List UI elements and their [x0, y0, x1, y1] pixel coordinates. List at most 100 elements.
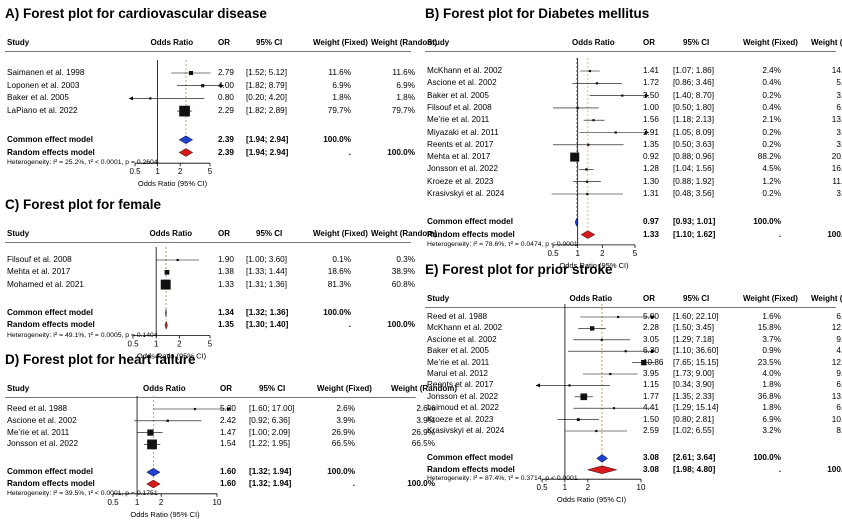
- ci-arrow: [220, 83, 224, 88]
- study-weight-random: 3.9%: [416, 415, 435, 425]
- study-ci: [1.52; 5.12]: [246, 68, 287, 77]
- effect-square: [589, 326, 595, 331]
- effect-square: [587, 143, 590, 146]
- effect-square: [149, 97, 152, 100]
- study-ci: [1.60; 22.10]: [673, 312, 719, 321]
- study-name: Jonsson et al. 2022: [427, 164, 499, 174]
- study-name: Me’rie et al. 2011: [427, 115, 490, 125]
- header-weight-fixed: Weight (Fixed): [743, 294, 798, 303]
- random-effect-or: 3.08: [643, 464, 659, 474]
- header-or: OR: [643, 38, 655, 47]
- study-weight-fixed: 79.7%: [327, 106, 351, 116]
- study-ci: [0.88; 0.96]: [673, 152, 714, 162]
- effect-square: [576, 418, 580, 422]
- study-weight-fixed: 1.8%: [332, 93, 351, 103]
- random-effect-or: 1.35: [218, 320, 234, 330]
- heterogeneity-text: Heterogeneity: I² = 87.4%, τ² = 0.3714, …: [427, 475, 578, 483]
- study-name: Baker et al. 2005: [7, 93, 69, 103]
- panel-title: C) Forest plot for female: [5, 197, 162, 212]
- x-tick-label: 1: [575, 249, 580, 258]
- random-effect-ci: [1.32; 1.94]: [249, 479, 292, 488]
- effect-square: [147, 429, 154, 436]
- study-or: 3.50: [643, 90, 659, 100]
- study-weight-fixed: 88.2%: [757, 152, 781, 162]
- header-weight-fixed: Weight (Fixed): [313, 229, 368, 238]
- study-name: Krasivskyi et al. 2024: [427, 426, 505, 435]
- effect-square: [580, 393, 588, 401]
- x-tick-label: 2: [159, 498, 164, 507]
- random-effect-weight-fixed: .: [348, 320, 351, 330]
- x-axis-label: Odds Ratio (95% CI): [138, 179, 208, 188]
- study-or: 1.77: [643, 391, 659, 401]
- study-weight-fixed: 0.9%: [762, 346, 781, 356]
- random-effect-weight-random: 100.0%: [387, 147, 415, 157]
- random-effect-ci: [1.94; 2.94]: [246, 147, 289, 157]
- study-weight-random: 16.5%: [831, 164, 842, 174]
- x-tick-label: 2: [177, 340, 182, 349]
- random-effect-diamond: [146, 479, 161, 489]
- study-weight-fixed: 2.1%: [762, 115, 781, 125]
- random-effect-diamond: [164, 320, 168, 330]
- study-name: Jonsson et al. 2022: [427, 391, 499, 401]
- ci-arrow: [129, 96, 133, 101]
- study-weight-fixed: 4.5%: [762, 164, 781, 174]
- effect-square: [609, 372, 612, 376]
- common-effect-diamond: [596, 454, 608, 463]
- study-ci: [1.29; 15.14]: [673, 403, 719, 413]
- study-or: 6.30: [643, 346, 659, 356]
- study-ci: [1.60; 17.00]: [249, 404, 295, 413]
- effect-square: [586, 192, 589, 196]
- study-ci: [1.05; 8.09]: [673, 127, 714, 137]
- x-axis-label: Odds Ratio (95% CI): [130, 510, 200, 519]
- study-weight-fixed: 0.4%: [762, 78, 781, 88]
- study-or: 1.38: [218, 267, 234, 277]
- study-weight-fixed: 0.1%: [332, 255, 351, 264]
- random-effect-weight-random: 100.0%: [407, 479, 435, 488]
- study-ci: [0.86; 3.46]: [673, 78, 714, 88]
- effect-square: [576, 106, 579, 109]
- study-name: Mehta et al. 2017: [427, 152, 491, 162]
- effect-square: [616, 315, 620, 319]
- x-tick-label: 2: [600, 249, 605, 258]
- header-rule: [5, 242, 411, 243]
- study-weight-fixed: 4.0%: [762, 369, 781, 378]
- study-or: 1.31: [643, 189, 659, 198]
- random-effect-label: Random effects model: [7, 320, 95, 330]
- study-name: Saimanen et al. 1998: [7, 68, 85, 77]
- study-or: 4.41: [643, 403, 659, 413]
- study-or: 0.80: [218, 93, 234, 103]
- study-weight-random: 6.2%: [836, 102, 842, 112]
- header-rule: [5, 397, 416, 398]
- effect-square: [147, 439, 157, 450]
- header-study: Study: [7, 229, 30, 238]
- study-ci: [0.48; 3.56]: [673, 189, 714, 198]
- study-ci: [1.10; 36.60]: [673, 346, 719, 356]
- header-weight-fixed: Weight (Fixed): [743, 38, 798, 47]
- study-or: 1.47: [220, 427, 236, 437]
- random-effect-label: Random effects model: [7, 147, 95, 157]
- header-weight-random: Weight (Random): [391, 384, 458, 393]
- x-tick-label: 10: [213, 498, 222, 507]
- study-or: 5.30: [220, 404, 236, 413]
- study-or: 1.28: [643, 164, 659, 174]
- random-effect-weight-fixed: .: [778, 464, 781, 474]
- x-axis-label: Odds Ratio (95% CI): [557, 495, 627, 504]
- header-or: OR: [218, 229, 230, 238]
- study-or: 2.59: [643, 426, 659, 435]
- study-ci: [1.29; 7.18]: [673, 334, 714, 344]
- study-ci: [0.34; 3.90]: [673, 380, 714, 390]
- study-name: Laimoud et al. 2022: [427, 403, 499, 413]
- study-name: McKhann et al. 2002: [427, 66, 503, 75]
- random-effect-label: Random effects model: [427, 464, 515, 474]
- study-weight-fixed: 36.8%: [757, 391, 781, 401]
- x-tick-label: 0.5: [536, 483, 548, 492]
- study-or: 1.15: [643, 380, 659, 390]
- study-weight-fixed: 6.9%: [332, 80, 351, 90]
- study-weight-fixed: 18.6%: [327, 267, 351, 277]
- x-tick-label: 0.5: [127, 340, 139, 349]
- random-effect-diamond: [586, 465, 618, 475]
- study-ci: [1.04; 1.56]: [673, 164, 714, 174]
- study-weight-random: 6.7%: [836, 403, 842, 413]
- study-ci: [1.31; 1.36]: [246, 279, 287, 289]
- common-effect-ci: [1.94; 2.94]: [246, 134, 289, 144]
